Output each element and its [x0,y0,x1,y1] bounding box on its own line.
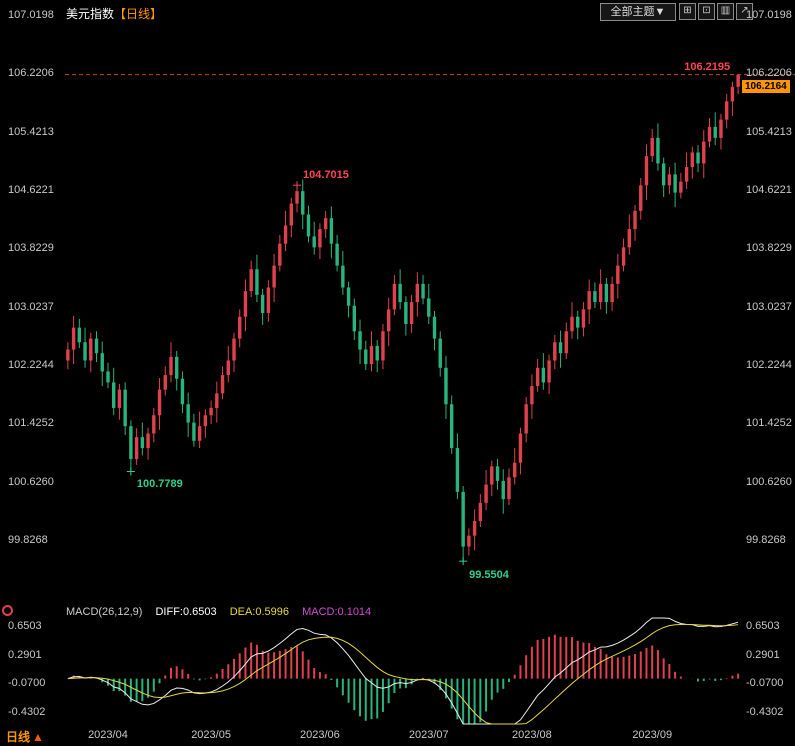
y-axis-label-right: 102.2244 [746,359,792,371]
layout-rows-icon[interactable]: ▥ [717,3,734,20]
macd-axis-label-right: 0.6503 [746,620,780,632]
y-axis-label-left: 107.0198 [8,9,54,21]
period-selector[interactable]: 日线 ▲ [6,728,44,745]
y-axis-label-left: 103.0237 [8,300,54,313]
price-annotation: 99.5504 [469,569,509,582]
y-axis-label-right: 104.6221 [746,184,792,196]
x-axis-label: 2023/09 [632,729,673,741]
macd-axis-label-left: -0.4302 [8,705,46,718]
macd-axis-label-right: -0.4302 [746,705,784,718]
last-price-tag: 106.2164 [742,80,790,93]
y-axis-label-right: 105.4213 [746,125,792,138]
macd-axis-label-left: -0.0700 [8,677,46,690]
indicator-macd: MACD:0.1014 [302,606,372,618]
x-axis-label: 2023/08 [512,729,552,741]
expand-icon[interactable]: ↗ [736,3,753,20]
y-axis-label-right: 99.8268 [746,534,786,546]
y-axis-label-left: 104.6221 [8,184,54,196]
period-selector-label: 日线 [6,730,31,744]
x-axis-label: 2023/06 [300,729,340,741]
y-axis-label-left: 102.2244 [8,359,54,371]
y-axis-label-left: 106.2206 [8,67,54,80]
chart-header: 美元指数【日线】 [66,5,162,22]
macd-axis-label-left: 0.2901 [8,648,42,661]
layout-single-icon[interactable]: ⊡ [698,3,715,20]
macd-axis-label-right: -0.0700 [746,677,784,690]
y-axis-label-left: 101.4252 [8,417,54,430]
macd-axis-label-left: 0.6503 [8,620,42,632]
price-annotation: 106.2195 [684,61,731,74]
y-axis-label-left: 99.8268 [8,534,48,546]
indicator-row: MACD(26,12,9) DIFF:0.6503 DEA:0.5996 MAC… [66,606,381,618]
layout-grid-icon[interactable]: ⊞ [679,3,696,20]
y-axis-label-right: 106.2206 [746,67,792,80]
y-axis-label-right: 107.0198 [746,9,792,21]
theme-dropdown[interactable]: 全部主题▼ [600,3,676,21]
x-axis-label: 2023/07 [408,729,449,741]
indicator-dea: DEA:0.5996 [229,606,290,618]
y-axis-label-right: 103.0237 [746,300,792,313]
symbol-title: 美元指数 [66,7,115,21]
x-axis-label: 2023/05 [191,729,231,741]
y-axis-label-left: 103.8229 [8,242,54,255]
alert-icon[interactable] [2,605,13,616]
indicator-name: MACD(26,12,9) [66,606,143,618]
y-axis-label-right: 103.8229 [746,242,792,255]
price-annotation: 100.7789 [136,477,183,490]
macd-axis-label-right: 0.2901 [746,648,780,661]
up-triangle-icon: ▲ [32,730,44,744]
period-tag: 【日线】 [114,7,163,21]
price-annotation: 104.7015 [303,169,349,182]
y-axis-label-right: 101.4252 [746,417,792,430]
y-axis-label-left: 105.4213 [8,125,54,138]
indicator-diff: DIFF:0.6503 [155,606,217,618]
y-axis-label-right: 100.6260 [746,475,792,488]
toolbar: ⊞ ⊡ ▥ ↗ [679,3,753,20]
y-axis-label-left: 100.6260 [8,475,54,488]
x-axis-label: 2023/04 [88,729,128,741]
